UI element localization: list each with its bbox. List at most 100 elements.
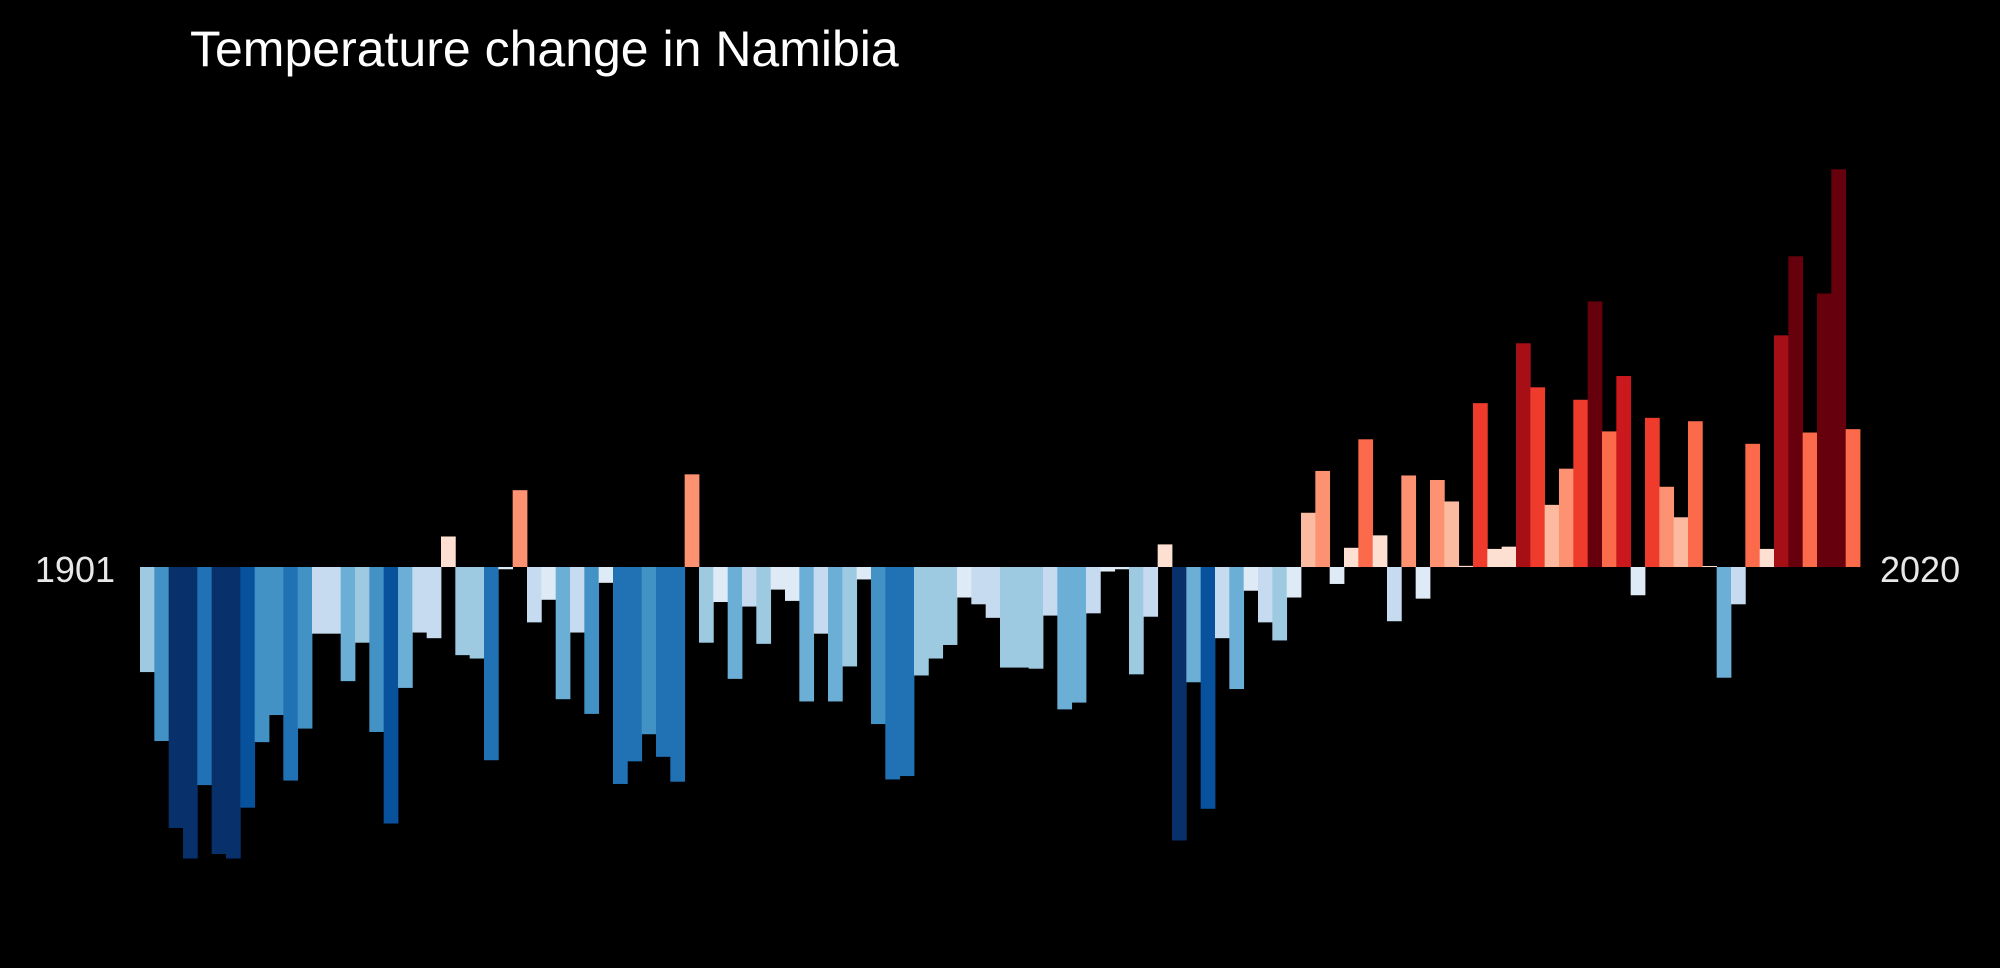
bar-1994 [1473, 403, 1488, 567]
bar-1928 [527, 567, 542, 623]
bar-1958 [957, 567, 972, 598]
bar-2008 [1673, 517, 1689, 567]
start-year-label: 1901 [35, 549, 115, 590]
bar-1986 [1358, 439, 1374, 567]
bar-1935 [627, 567, 643, 762]
bar-1919 [398, 567, 413, 688]
bar-1946 [785, 567, 800, 601]
bar-2012 [1731, 567, 1746, 605]
bar-2011 [1716, 567, 1732, 678]
end-year-label: 2020 [1880, 549, 1960, 590]
bar-1967 [1086, 567, 1101, 614]
bar-1922 [441, 536, 456, 567]
bar-1950 [842, 567, 858, 667]
bar-1996 [1501, 546, 1517, 567]
bar-2016 [1788, 256, 1804, 567]
bar-2020 [1845, 429, 1861, 567]
bar-1939 [684, 474, 700, 567]
bar-1931 [570, 567, 585, 633]
bar-1909 [254, 567, 270, 743]
bar-1977 [1229, 567, 1245, 690]
bar-1932 [584, 567, 600, 714]
bar-1952 [871, 567, 886, 725]
bar-2001 [1573, 399, 1589, 567]
bar-1937 [656, 567, 671, 757]
bar-1917 [369, 567, 385, 732]
bar-1969 [1114, 567, 1130, 570]
bar-1929 [541, 567, 557, 600]
bar-1949 [828, 567, 843, 702]
bar-2017 [1802, 432, 1818, 567]
bar-1974 [1186, 567, 1202, 683]
bar-1943 [742, 567, 757, 607]
bars-group [140, 169, 1861, 859]
bar-2003 [1602, 431, 1617, 567]
bar-2002 [1587, 301, 1603, 567]
bar-1941 [713, 567, 729, 603]
bar-1921 [426, 567, 442, 639]
bar-1980 [1272, 567, 1288, 641]
bar-1940 [699, 567, 714, 643]
bar-1933 [598, 567, 614, 583]
bar-1961 [1000, 567, 1015, 668]
bar-1981 [1286, 567, 1302, 598]
bar-1948 [813, 567, 829, 634]
bar-1965 [1057, 567, 1073, 710]
bar-1954 [899, 567, 915, 777]
bar-1955 [914, 567, 929, 676]
bar-1907 [226, 567, 241, 859]
bar-1971 [1143, 567, 1159, 617]
bar-1959 [971, 567, 987, 605]
bar-1904 [183, 567, 198, 859]
bar-1991 [1430, 479, 1445, 567]
bar-2015 [1774, 335, 1789, 567]
bar-2013 [1745, 443, 1761, 567]
bar-2010 [1702, 566, 1718, 567]
bar-2004 [1616, 376, 1632, 567]
bar-1953 [885, 567, 901, 780]
bar-1976 [1215, 567, 1230, 639]
bar-2018 [1817, 293, 1832, 567]
bar-1985 [1344, 547, 1359, 567]
bar-1936 [641, 567, 657, 735]
bar-1910 [269, 567, 284, 716]
bar-1982 [1301, 512, 1316, 567]
bar-1906 [211, 567, 227, 855]
bar-1927 [512, 490, 528, 567]
bar-1912 [297, 567, 313, 729]
bar-1964 [1043, 567, 1058, 616]
bar-1902 [154, 567, 170, 742]
bar-1960 [985, 567, 1001, 618]
bar-1984 [1329, 567, 1345, 584]
bar-1930 [555, 567, 571, 700]
bar-1963 [1028, 567, 1044, 669]
bar-1926 [498, 567, 514, 570]
bar-2005 [1630, 567, 1646, 596]
bar-1975 [1200, 567, 1216, 809]
bar-1945 [770, 567, 786, 590]
bar-1905 [197, 567, 213, 786]
bar-1923 [455, 567, 471, 656]
bar-1993 [1458, 565, 1474, 567]
bar-1914 [326, 567, 342, 634]
bar-1989 [1401, 475, 1417, 567]
bar-2014 [1759, 548, 1775, 567]
bar-1995 [1487, 548, 1503, 567]
bar-1962 [1014, 567, 1030, 668]
bar-1908 [240, 567, 256, 808]
bar-1997 [1516, 343, 1531, 567]
bar-1979 [1258, 567, 1273, 623]
bar-1973 [1172, 567, 1187, 841]
bar-1957 [942, 567, 958, 645]
bar-1988 [1387, 567, 1402, 622]
bar-1947 [799, 567, 815, 702]
bar-1944 [756, 567, 772, 644]
bar-1956 [928, 567, 944, 659]
bar-2006 [1645, 417, 1660, 567]
bar-1966 [1071, 567, 1087, 703]
bar-1925 [484, 567, 499, 761]
bar-1911 [283, 567, 299, 781]
bar-2019 [1831, 169, 1847, 568]
